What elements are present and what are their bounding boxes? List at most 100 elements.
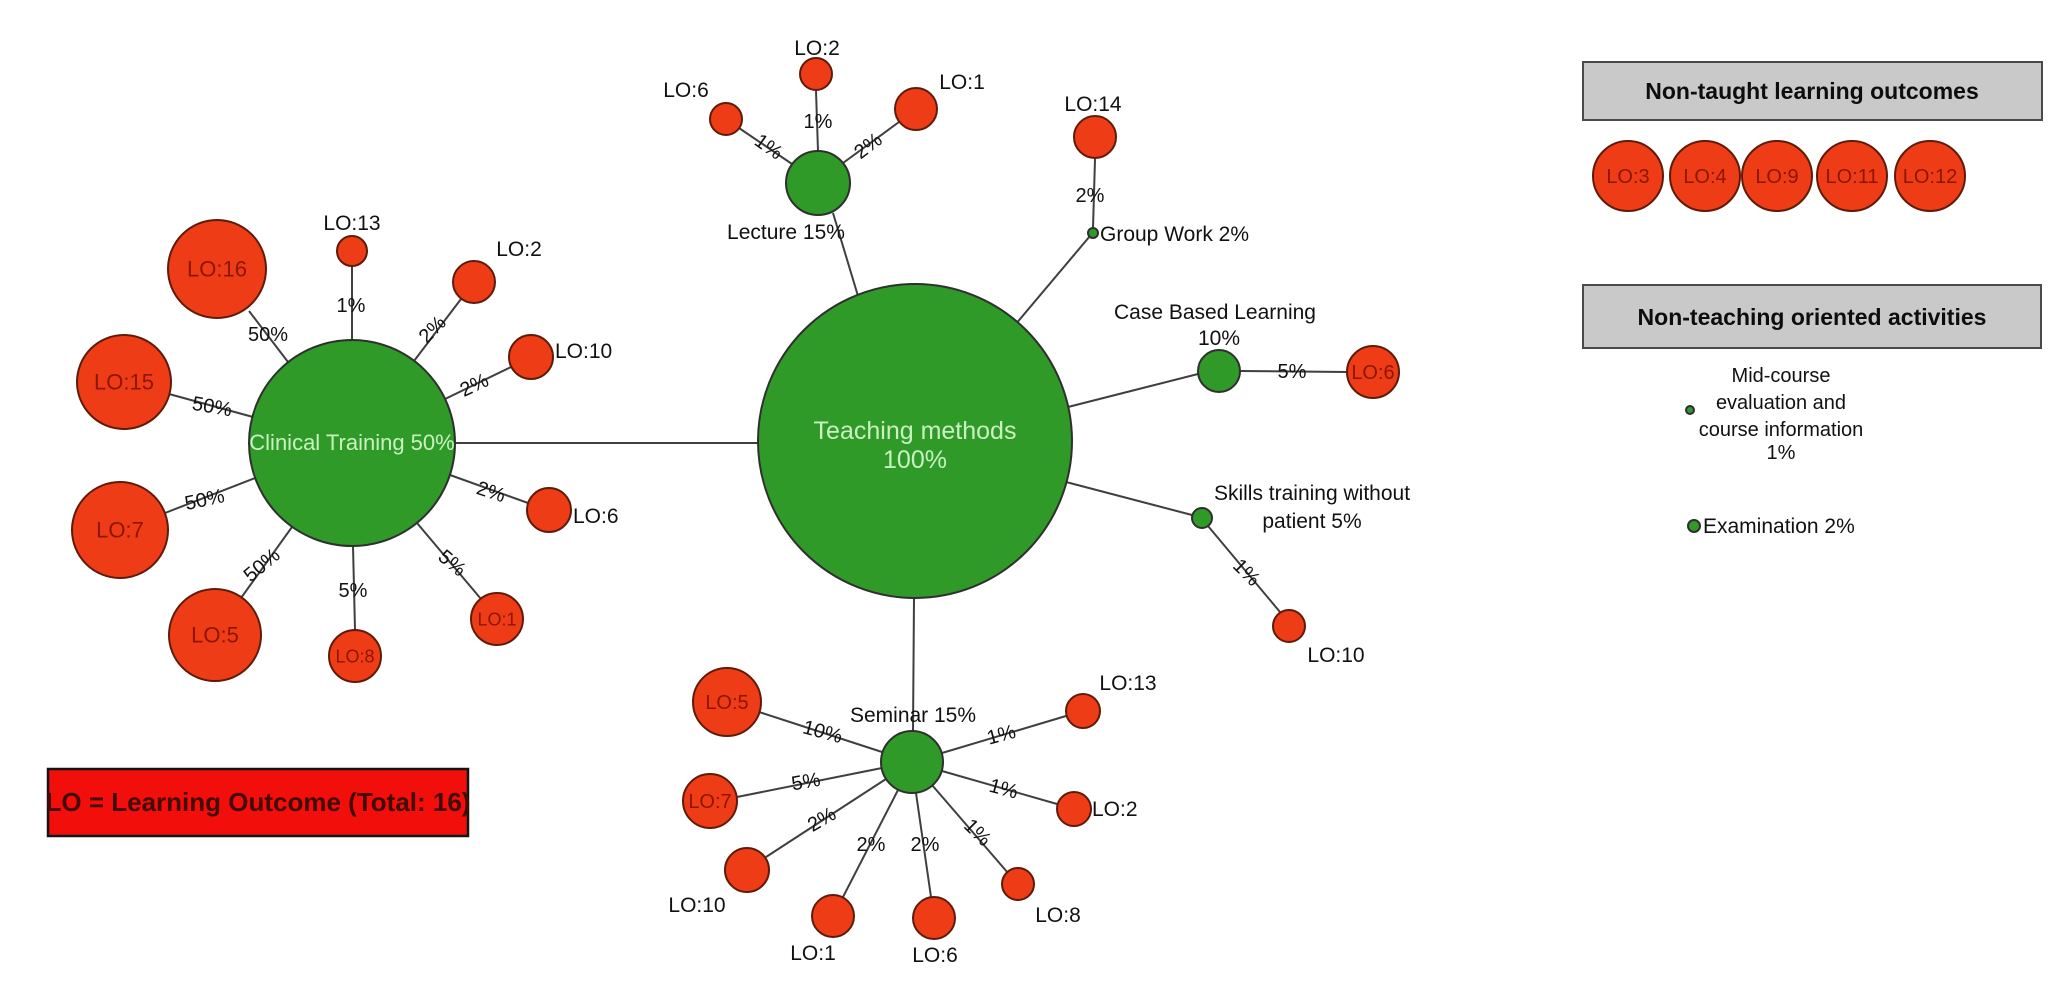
label-groupwork-lo14: LO:14 [1064, 93, 1122, 116]
nontaught-lo11-node-label: LO:11 [1826, 166, 1879, 188]
label-skills-1: Skills training without [1214, 482, 1410, 505]
non-taught-header: Non-taught learning outcomes [1582, 61, 2043, 121]
edge-label-seminar-lo5: 10% [800, 716, 845, 748]
nontaught-lo4-node-label: LO:4 [1683, 166, 1726, 188]
edge-teaching-skills [1065, 481, 1193, 516]
edge-label-seminar-lo10: 2% [804, 803, 840, 837]
label-midcourse-3: course information [1699, 419, 1864, 441]
edge-casebased-lo6 [1239, 370, 1348, 373]
label-clinical-lo2: LO:2 [496, 238, 542, 261]
edge-label-lecture-lo6: 1% [750, 130, 786, 165]
label-examination: Examination 2% [1703, 515, 1855, 538]
group-work-node [1087, 227, 1099, 239]
case-lo6-node [1346, 345, 1400, 399]
clinical-training-node [248, 339, 456, 547]
non-teaching-header-text: Non-teaching oriented activities [1638, 304, 1987, 330]
seminar-lo6-node [912, 896, 956, 940]
groupwork-lo14-node [1073, 115, 1117, 159]
edge-label-clinical-lo5: 50% [240, 544, 285, 587]
edges-layer [164, 90, 1348, 898]
edge-label-seminar-lo2: 1% [987, 775, 1021, 804]
nontaught-lo9-node [1741, 140, 1813, 212]
edge-lecture-lo2 [815, 90, 819, 152]
edge-label-seminar-lo8: 1% [959, 815, 995, 851]
clinical-lo10-node [508, 334, 554, 380]
label-case-based-2: 10% [1198, 327, 1240, 350]
seminar-lo8-node [1001, 867, 1035, 901]
case-lo6-node-label: LO:6 [1351, 362, 1394, 384]
label-seminar-lo6: LO:6 [912, 944, 958, 967]
clinical-lo7-node [71, 481, 169, 579]
label-group-work: Group Work 2% [1100, 223, 1249, 246]
label-clinical-lo10: LO:10 [555, 340, 612, 363]
non-taught-header-text: Non-taught learning outcomes [1645, 78, 1979, 104]
edge-clinical-lo15 [168, 393, 254, 418]
legend-text: LO = Learning Outcome (Total: 16) [46, 787, 471, 817]
edge-label-clinical-lo10: 2% [457, 369, 493, 401]
edge-label-lecture-lo2: 1% [804, 111, 833, 133]
lecture-lo1-node [894, 87, 938, 131]
clinical-lo6-node [526, 487, 572, 533]
label-case-based-1: Case Based Learning [1114, 301, 1316, 324]
edge-clinical-lo7 [164, 477, 256, 514]
edge-label-clinical-lo6: 2% [474, 477, 508, 507]
seminar-lo13-node [1065, 693, 1101, 729]
non-teaching-header: Non-teaching oriented activities [1582, 284, 2042, 349]
clinical-lo5-node [168, 588, 262, 682]
non-teaching-header-box [1582, 284, 2042, 349]
clinical-training-node-label-1: Clinical Training 50% [249, 430, 454, 455]
clinical-lo15-node [76, 334, 172, 430]
seminar-lo5-node [692, 667, 762, 737]
seminar-lo5-node-label: LO:5 [705, 692, 748, 714]
edge-clinical-lo5 [240, 526, 293, 599]
edge-clinical-lo2 [413, 298, 462, 362]
label-seminar-lo2: LO:2 [1092, 798, 1138, 821]
seminar-lo1-node [811, 894, 855, 938]
label-skills-lo10: LO:10 [1307, 644, 1364, 667]
clinical-lo5-node-label: LO:5 [191, 623, 239, 648]
clinical-lo16-node-label: LO:16 [187, 257, 247, 282]
edge-teaching-lecture [832, 212, 859, 297]
nontaught-lo4-node [1669, 140, 1741, 212]
nontaught-lo11-node [1816, 140, 1888, 212]
label-seminar: Seminar 15% [850, 704, 976, 727]
seminar-lo7-node-label: LO:7 [688, 791, 731, 813]
teaching-methods-node [757, 283, 1073, 599]
skills-lo10-node [1272, 609, 1306, 643]
edge-label-clinical-lo16: 50% [248, 324, 288, 346]
edge-label-clinical-lo7: 50% [183, 485, 227, 515]
examination-dot [1687, 519, 1701, 533]
lecture-lo6-node [709, 102, 743, 136]
lecture-node [785, 150, 851, 216]
skills-training-node [1191, 507, 1213, 529]
edge-seminar-lo1 [842, 789, 899, 898]
clinical-lo8-node [328, 629, 382, 683]
label-clinical-lo6: LO:6 [573, 505, 619, 528]
edge-label-clinical-lo8: 5% [339, 580, 368, 602]
teaching-methods-node-label-2: 100% [883, 446, 947, 474]
nontaught-lo3-node-label: LO:3 [1606, 166, 1649, 188]
label-seminar-lo1: LO:1 [790, 942, 836, 965]
edge-seminar-lo13 [941, 715, 1067, 754]
edge-label-clinical-lo13: 1% [337, 295, 366, 317]
edge-clinical-lo8 [352, 545, 356, 631]
edge-clinical-lo6 [449, 474, 529, 504]
edge-label-seminar-lo13: 1% [985, 721, 1019, 750]
label-midcourse-4: 1% [1767, 442, 1796, 464]
label-seminar-lo13: LO:13 [1099, 672, 1156, 695]
edge-seminar-lo10 [765, 778, 887, 858]
label-lecture-lo6: LO:6 [663, 79, 709, 102]
edge-label-groupwork-lo14: 2% [1076, 185, 1105, 207]
non-taught-header-box [1582, 61, 2043, 121]
legend-box: LO = Learning Outcome (Total: 16) [46, 767, 471, 838]
free-labels-layer: Lecture 15% Seminar 15% Case Based Learnin… [323, 37, 1863, 967]
edge-label-seminar-lo7: 5% [790, 769, 823, 796]
edge-seminar-lo5 [758, 711, 883, 753]
edge-seminar-lo8 [931, 784, 1009, 874]
clinical-lo1-node [470, 592, 524, 646]
edge-label-clinical-lo15: 50% [190, 393, 233, 422]
clinical-lo16-node [167, 219, 267, 319]
